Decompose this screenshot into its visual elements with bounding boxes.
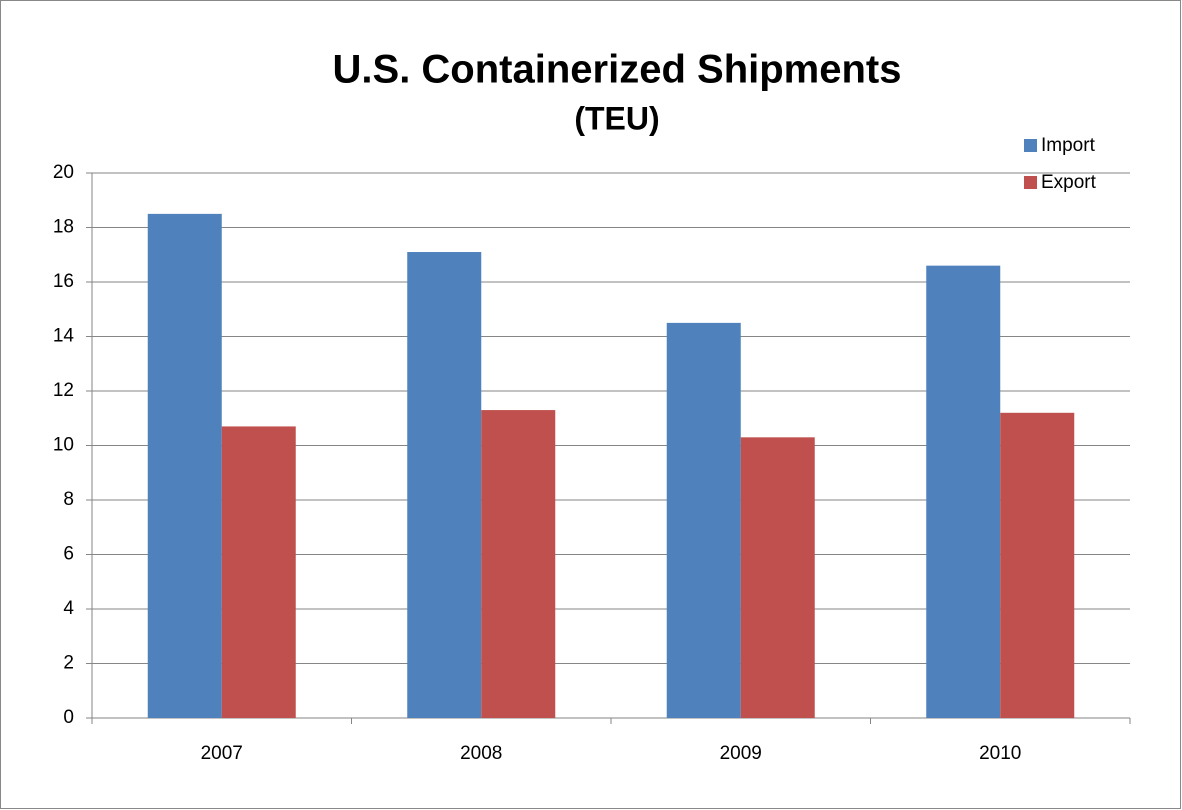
- chart-subtitle: (TEU): [574, 100, 659, 136]
- legend-swatch: [1024, 176, 1037, 189]
- y-tick-label: 16: [53, 271, 74, 292]
- bar: [926, 265, 1001, 718]
- y-tick-label: 18: [53, 217, 74, 238]
- legend-swatch: [1024, 139, 1037, 152]
- bar: [666, 322, 741, 718]
- y-tick-label: 2: [63, 653, 74, 674]
- y-tick-label: 20: [53, 162, 74, 183]
- y-tick-label: 12: [53, 380, 74, 401]
- x-tick-label: 2009: [720, 743, 762, 764]
- x-tick-label: 2010: [979, 743, 1021, 764]
- bar: [1000, 412, 1075, 718]
- bar: [407, 252, 482, 718]
- y-tick-label: 0: [63, 707, 74, 728]
- bar: [740, 437, 815, 718]
- x-tick-label: 2008: [460, 743, 502, 764]
- y-tick-label: 6: [63, 544, 74, 565]
- legend-label: Export: [1041, 172, 1097, 193]
- y-tick-label: 4: [63, 598, 74, 619]
- bar: [221, 426, 296, 718]
- y-tick-label: 14: [53, 326, 75, 347]
- bar: [147, 213, 222, 718]
- legend-label: Import: [1041, 135, 1096, 156]
- chart-title: U.S. Containerized Shipments: [333, 48, 902, 92]
- y-tick-label: 8: [63, 489, 74, 510]
- bar: [481, 410, 556, 718]
- x-tick-label: 2007: [201, 743, 243, 764]
- y-tick-label: 10: [53, 435, 74, 456]
